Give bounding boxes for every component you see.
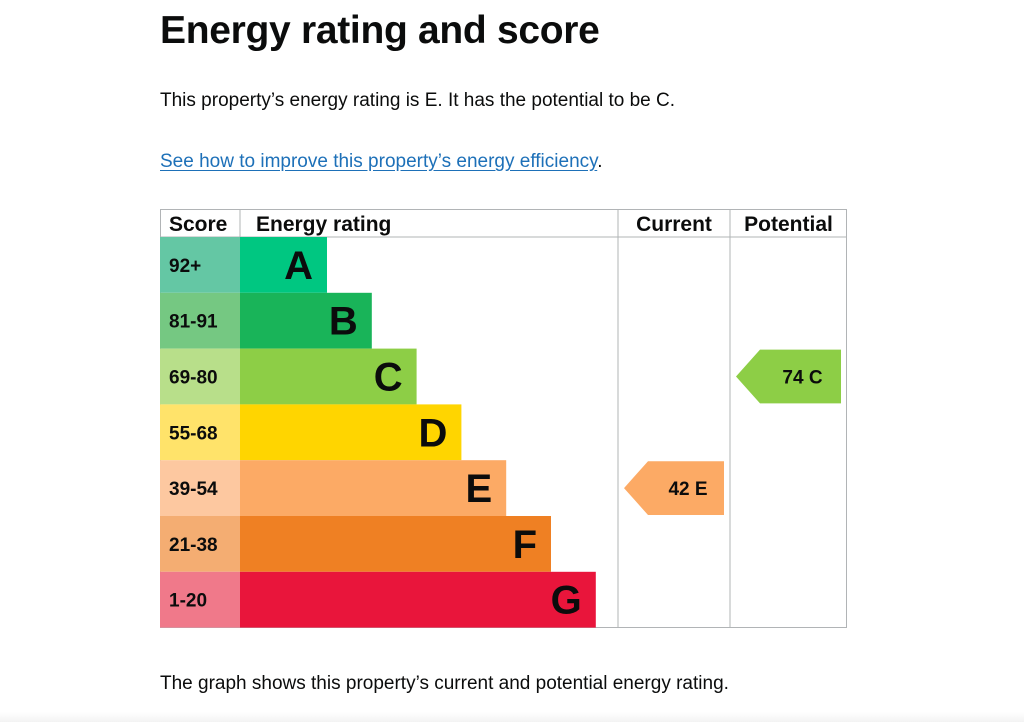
score-cell-g	[160, 571, 240, 628]
improve-suffix: .	[597, 151, 603, 172]
score-range-d: 55-68	[169, 423, 218, 444]
header-score: Score	[169, 213, 227, 236]
score-range-b: 81-91	[169, 312, 218, 333]
improve-efficiency-link[interactable]: See how to improve this property’s energ…	[160, 151, 598, 172]
score-range-e: 39-54	[169, 479, 218, 500]
score-cell-a	[160, 237, 240, 293]
header-energy-rating: Energy rating	[256, 213, 391, 236]
band-letter-b: B	[329, 300, 358, 344]
score-range-a: 92+	[169, 256, 201, 277]
band-bar-f	[240, 516, 551, 572]
current-rating-label: 42 E	[668, 479, 707, 500]
current-rating-arrow	[624, 461, 724, 515]
potential-rating-arrow	[736, 349, 841, 404]
rating-summary: This property’s energy rating is E. It h…	[160, 90, 676, 111]
score-range-f: 21-38	[169, 535, 218, 556]
band-bar-e	[240, 460, 507, 516]
band-bar-b	[240, 292, 372, 349]
energy-rating-chart: Score Energy rating Current Potential 92+ A 81…	[160, 209, 847, 628]
band-letter-a: A	[284, 244, 313, 288]
band-letter-c: C	[374, 356, 403, 400]
energy-rating-graph: Score Energy rating Current Potential 92+ A 81…	[160, 209, 847, 628]
band-bar-d	[240, 404, 462, 461]
band-letter-g: G	[551, 579, 582, 623]
score-range-c: 69-80	[169, 368, 218, 389]
header-current: Current	[636, 213, 712, 236]
band-bar-a	[240, 237, 327, 293]
band-letter-f: F	[513, 523, 537, 567]
score-cell-e	[160, 460, 240, 516]
score-cell-c	[160, 348, 240, 405]
graph-caption: The graph shows this property’s current …	[160, 673, 729, 694]
score-cell-d	[160, 404, 240, 461]
band-bar-c	[240, 348, 417, 405]
potential-rating-label: 74 C	[782, 368, 822, 389]
score-range-g: 1-20	[169, 591, 207, 612]
page-title: Energy rating and score	[160, 9, 600, 52]
bottom-edge-shadow	[0, 712, 1024, 722]
band-letter-d: D	[419, 411, 448, 455]
header-potential: Potential	[744, 213, 833, 236]
improve-paragraph: See how to improve this property’s energ…	[160, 150, 603, 174]
score-cell-b	[160, 292, 240, 349]
band-bar-g	[240, 571, 596, 628]
band-letter-e: E	[466, 467, 493, 511]
score-cell-f	[160, 516, 240, 572]
